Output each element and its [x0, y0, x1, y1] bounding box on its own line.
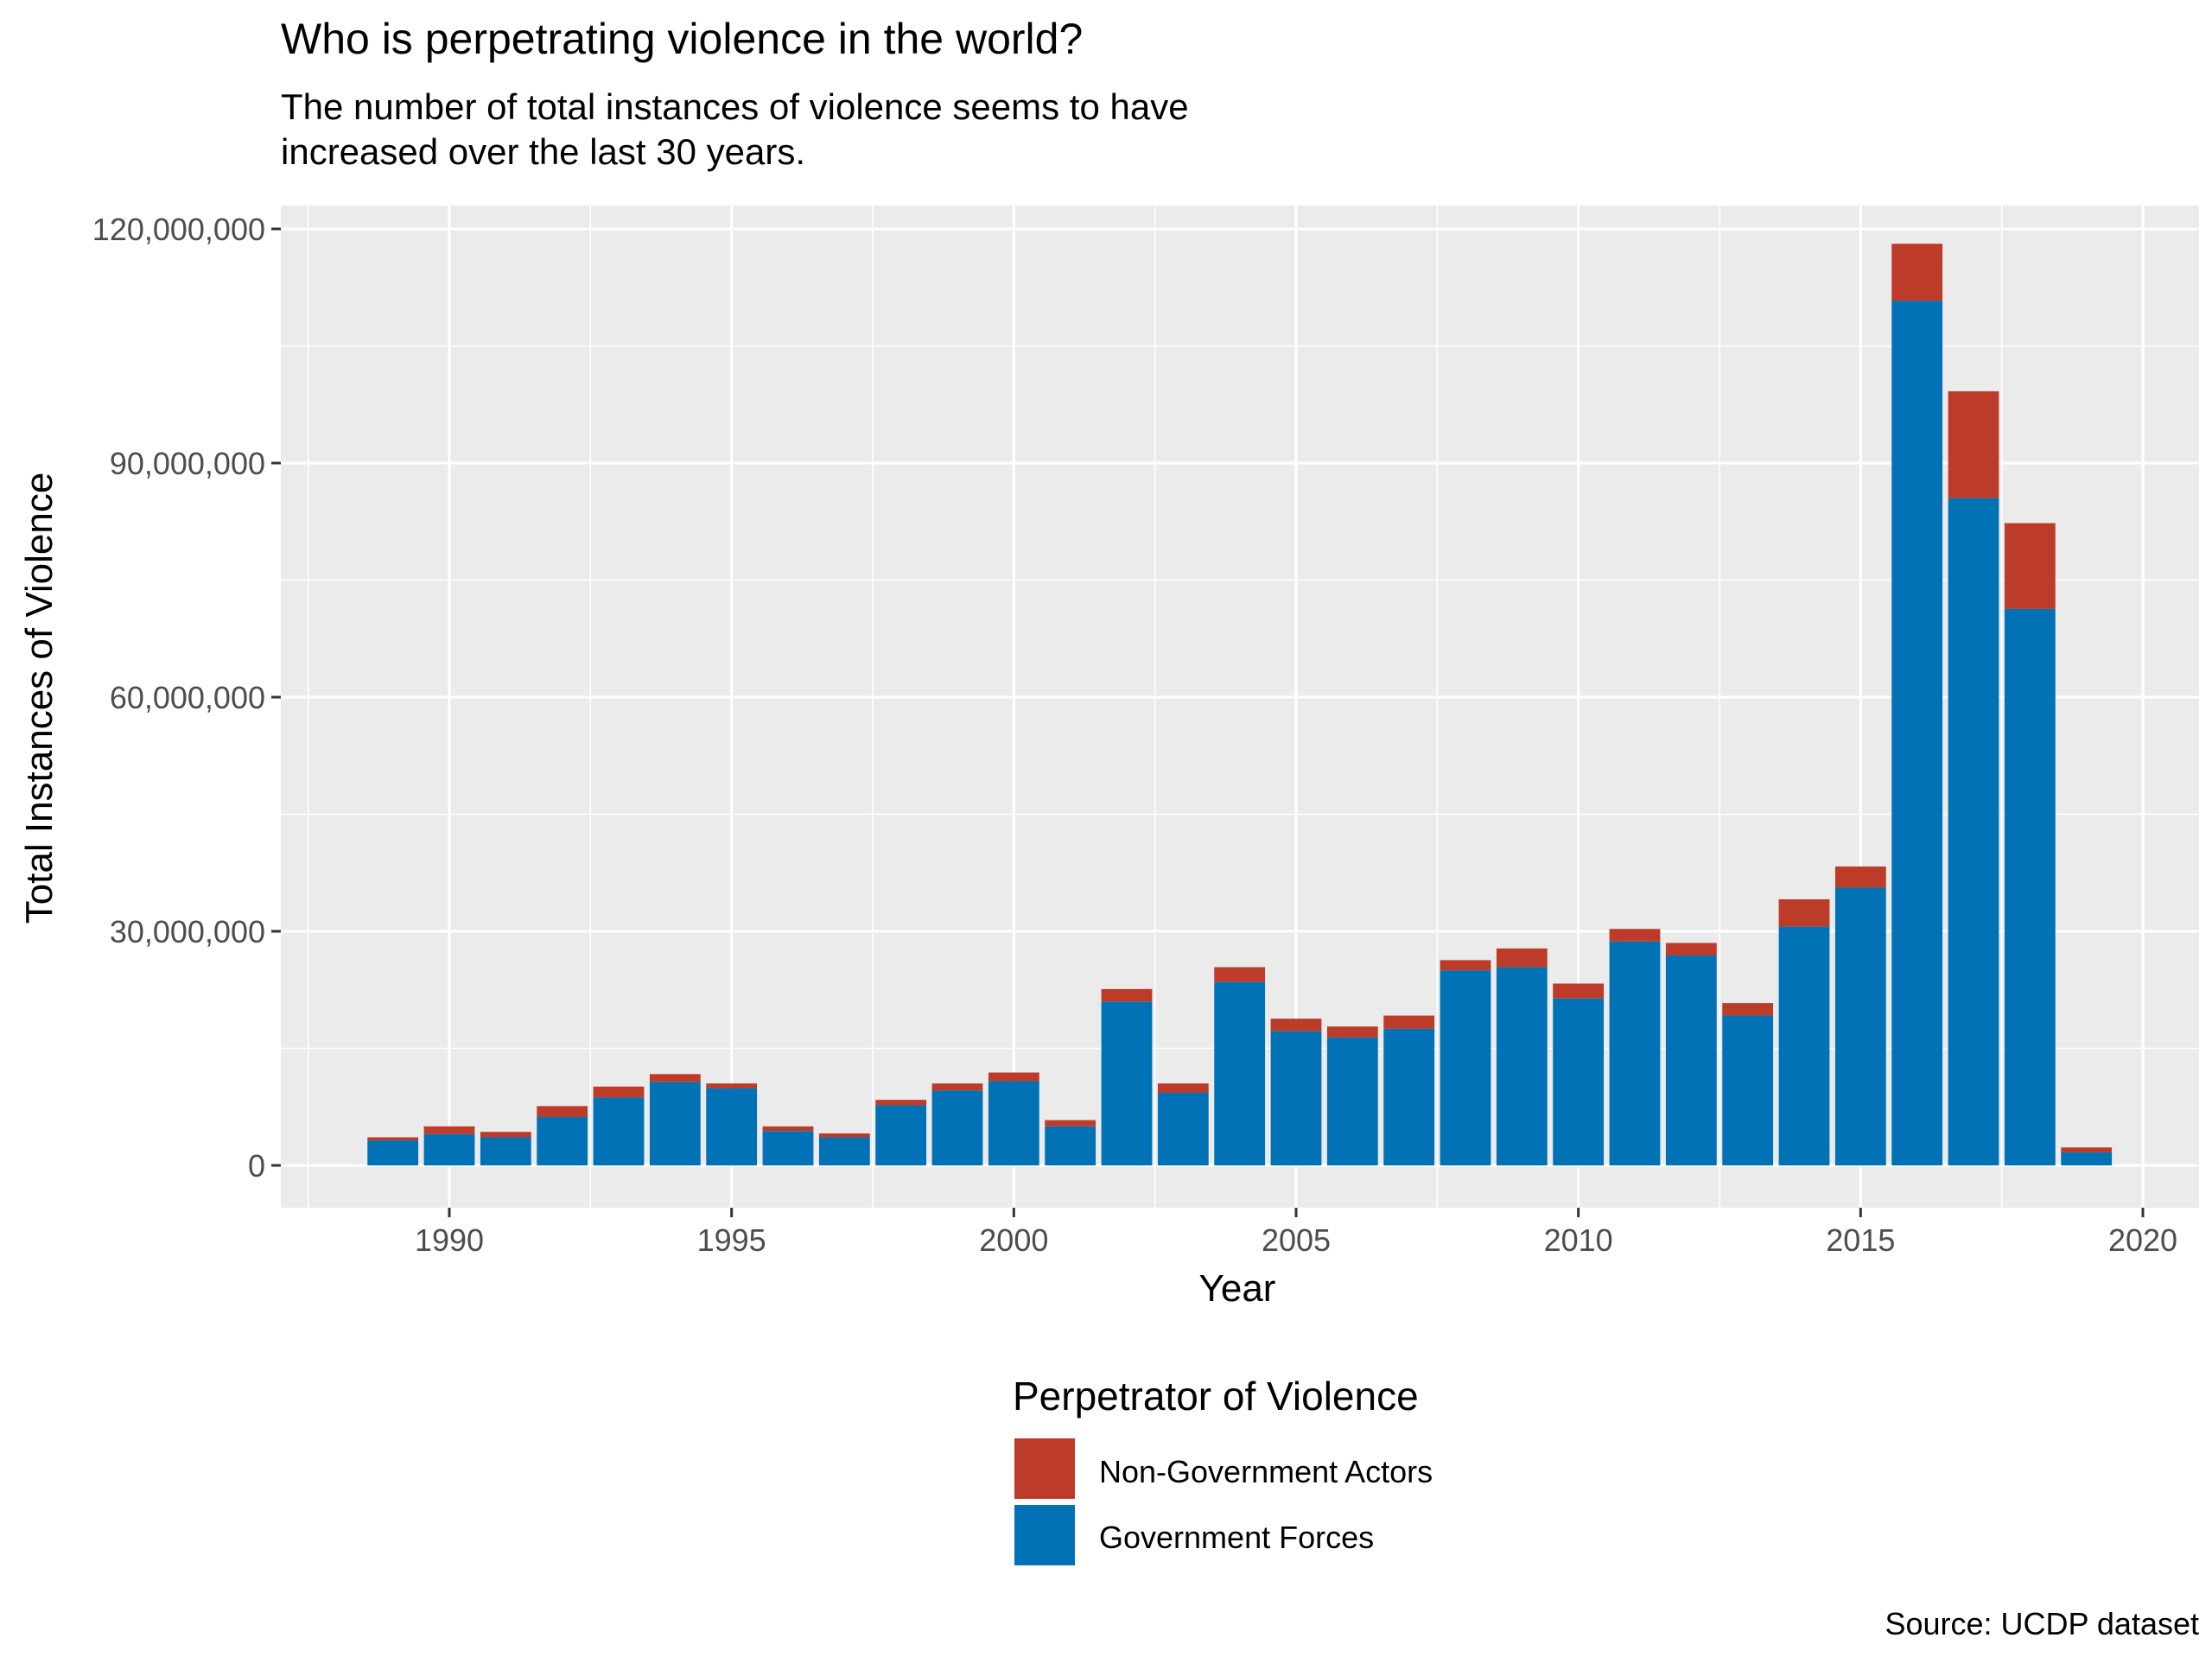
- x-tick-label: 2015: [1826, 1222, 1895, 1258]
- bar-non-government-actors-2001: [1045, 1120, 1096, 1127]
- bar-government-forces-2014: [1778, 926, 1830, 1165]
- bar-government-forces-2010: [1553, 998, 1605, 1165]
- bar-non-government-actors-2013: [1722, 1003, 1774, 1016]
- bar-government-forces-1996: [762, 1131, 814, 1165]
- bar-non-government-actors-1997: [818, 1133, 870, 1138]
- bar-government-forces-2006: [1326, 1037, 1378, 1165]
- bar-non-government-actors-2016: [1891, 244, 1943, 301]
- bar-non-government-actors-1989: [367, 1137, 419, 1141]
- bar-non-government-actors-2008: [1440, 960, 1491, 971]
- y-tick-label: 60,000,000: [110, 680, 265, 715]
- bar-government-forces-2003: [1157, 1092, 1209, 1165]
- x-tick-label: 1995: [697, 1222, 766, 1258]
- bar-non-government-actors-1992: [537, 1106, 588, 1117]
- bar-government-forces-2015: [1834, 887, 1886, 1165]
- y-axis-title: Total Instances of Violence: [18, 473, 60, 924]
- legend: Perpetrator of Violence Non-Government A…: [1013, 1374, 1433, 1565]
- bar-non-government-actors-2000: [988, 1072, 1039, 1082]
- bar-non-government-actors-2015: [1834, 866, 1886, 888]
- bar-government-forces-1994: [649, 1082, 701, 1165]
- x-tick-label: 2000: [979, 1222, 1048, 1258]
- bar-government-forces-2016: [1891, 301, 1943, 1165]
- bar-non-government-actors-1996: [762, 1126, 814, 1132]
- bar-group: [367, 244, 2113, 1165]
- legend-label-government-forces: Government Forces: [1099, 1520, 1374, 1555]
- y-tick-label: 90,000,000: [110, 446, 265, 481]
- chart-title: Who is perpetrating violence in the worl…: [281, 15, 1083, 63]
- bar-government-forces-2017: [1948, 498, 1999, 1165]
- bar-government-forces-1997: [818, 1137, 870, 1165]
- bar-government-forces-2000: [988, 1081, 1039, 1165]
- bar-government-forces-1989: [367, 1140, 419, 1165]
- bar-non-government-actors-2017: [1948, 390, 1999, 498]
- bar-non-government-actors-1994: [649, 1074, 701, 1082]
- bar-non-government-actors-2006: [1326, 1026, 1378, 1038]
- bar-non-government-actors-2014: [1778, 898, 1830, 927]
- legend-key-government-forces: [1014, 1505, 1075, 1565]
- bar-government-forces-2002: [1101, 1001, 1153, 1165]
- bar-non-government-actors-2018: [2004, 523, 2056, 609]
- x-tick-label: 2005: [1262, 1222, 1331, 1258]
- x-axis-title: Year: [1199, 1267, 1276, 1310]
- bar-government-forces-2019: [2061, 1152, 2113, 1165]
- bar-government-forces-2001: [1045, 1126, 1096, 1165]
- bar-government-forces-1993: [593, 1097, 645, 1165]
- bar-government-forces-2008: [1440, 970, 1491, 1165]
- bar-government-forces-1990: [423, 1133, 475, 1165]
- legend-key-non-government-actors: [1014, 1438, 1075, 1499]
- bar-non-government-actors-1998: [875, 1100, 927, 1106]
- x-tick-label: 2020: [2108, 1222, 2177, 1258]
- bar-government-forces-2018: [2004, 608, 2056, 1165]
- bar-non-government-actors-2004: [1214, 967, 1266, 982]
- bar-government-forces-1991: [480, 1137, 531, 1165]
- bar-non-government-actors-2007: [1383, 1015, 1435, 1029]
- bar-non-government-actors-2005: [1270, 1019, 1322, 1031]
- bar-government-forces-2007: [1383, 1028, 1435, 1165]
- bar-non-government-actors-2010: [1553, 983, 1605, 999]
- y-tick-label: 0: [248, 1148, 265, 1184]
- bar-non-government-actors-2002: [1101, 988, 1153, 1002]
- bar-government-forces-2005: [1270, 1031, 1322, 1165]
- chart-subtitle-line-2: increased over the last 30 years.: [281, 131, 805, 172]
- bar-non-government-actors-2019: [2061, 1147, 2113, 1152]
- bar-government-forces-1999: [931, 1090, 983, 1165]
- bar-non-government-actors-1993: [593, 1086, 645, 1098]
- bar-government-forces-2013: [1722, 1015, 1774, 1165]
- bar-non-government-actors-2011: [1609, 929, 1661, 942]
- x-tick-label: 2010: [1544, 1222, 1613, 1258]
- source-caption: Source: UCDP dataset: [1885, 1606, 2199, 1641]
- axes: 0 30,000,000 60,000,000 90,000,000 120,000,0…: [92, 212, 2177, 1258]
- bar-non-government-actors-1999: [931, 1083, 983, 1091]
- bar-non-government-actors-1991: [480, 1132, 531, 1138]
- bar-non-government-actors-1990: [423, 1126, 475, 1134]
- bar-government-forces-1992: [537, 1116, 588, 1165]
- bar-non-government-actors-2009: [1496, 948, 1548, 968]
- bar-non-government-actors-2003: [1157, 1083, 1209, 1093]
- bar-government-forces-2011: [1609, 941, 1661, 1165]
- bar-non-government-actors-2012: [1665, 943, 1717, 956]
- y-tick-label: 120,000,000: [92, 212, 265, 247]
- chart-subtitle-line-1: The number of total instances of violenc…: [281, 86, 1189, 127]
- x-tick-label: 1990: [415, 1222, 484, 1258]
- bar-government-forces-2004: [1214, 981, 1266, 1165]
- bar-government-forces-1998: [875, 1105, 927, 1165]
- y-tick-label: 30,000,000: [110, 914, 265, 949]
- legend-label-non-government-actors: Non-Government Actors: [1099, 1454, 1433, 1489]
- legend-title: Perpetrator of Violence: [1013, 1374, 1419, 1419]
- bar-government-forces-2009: [1496, 967, 1548, 1165]
- bar-government-forces-2012: [1665, 955, 1717, 1165]
- bar-government-forces-1995: [706, 1088, 758, 1165]
- bar-non-government-actors-1995: [706, 1083, 758, 1089]
